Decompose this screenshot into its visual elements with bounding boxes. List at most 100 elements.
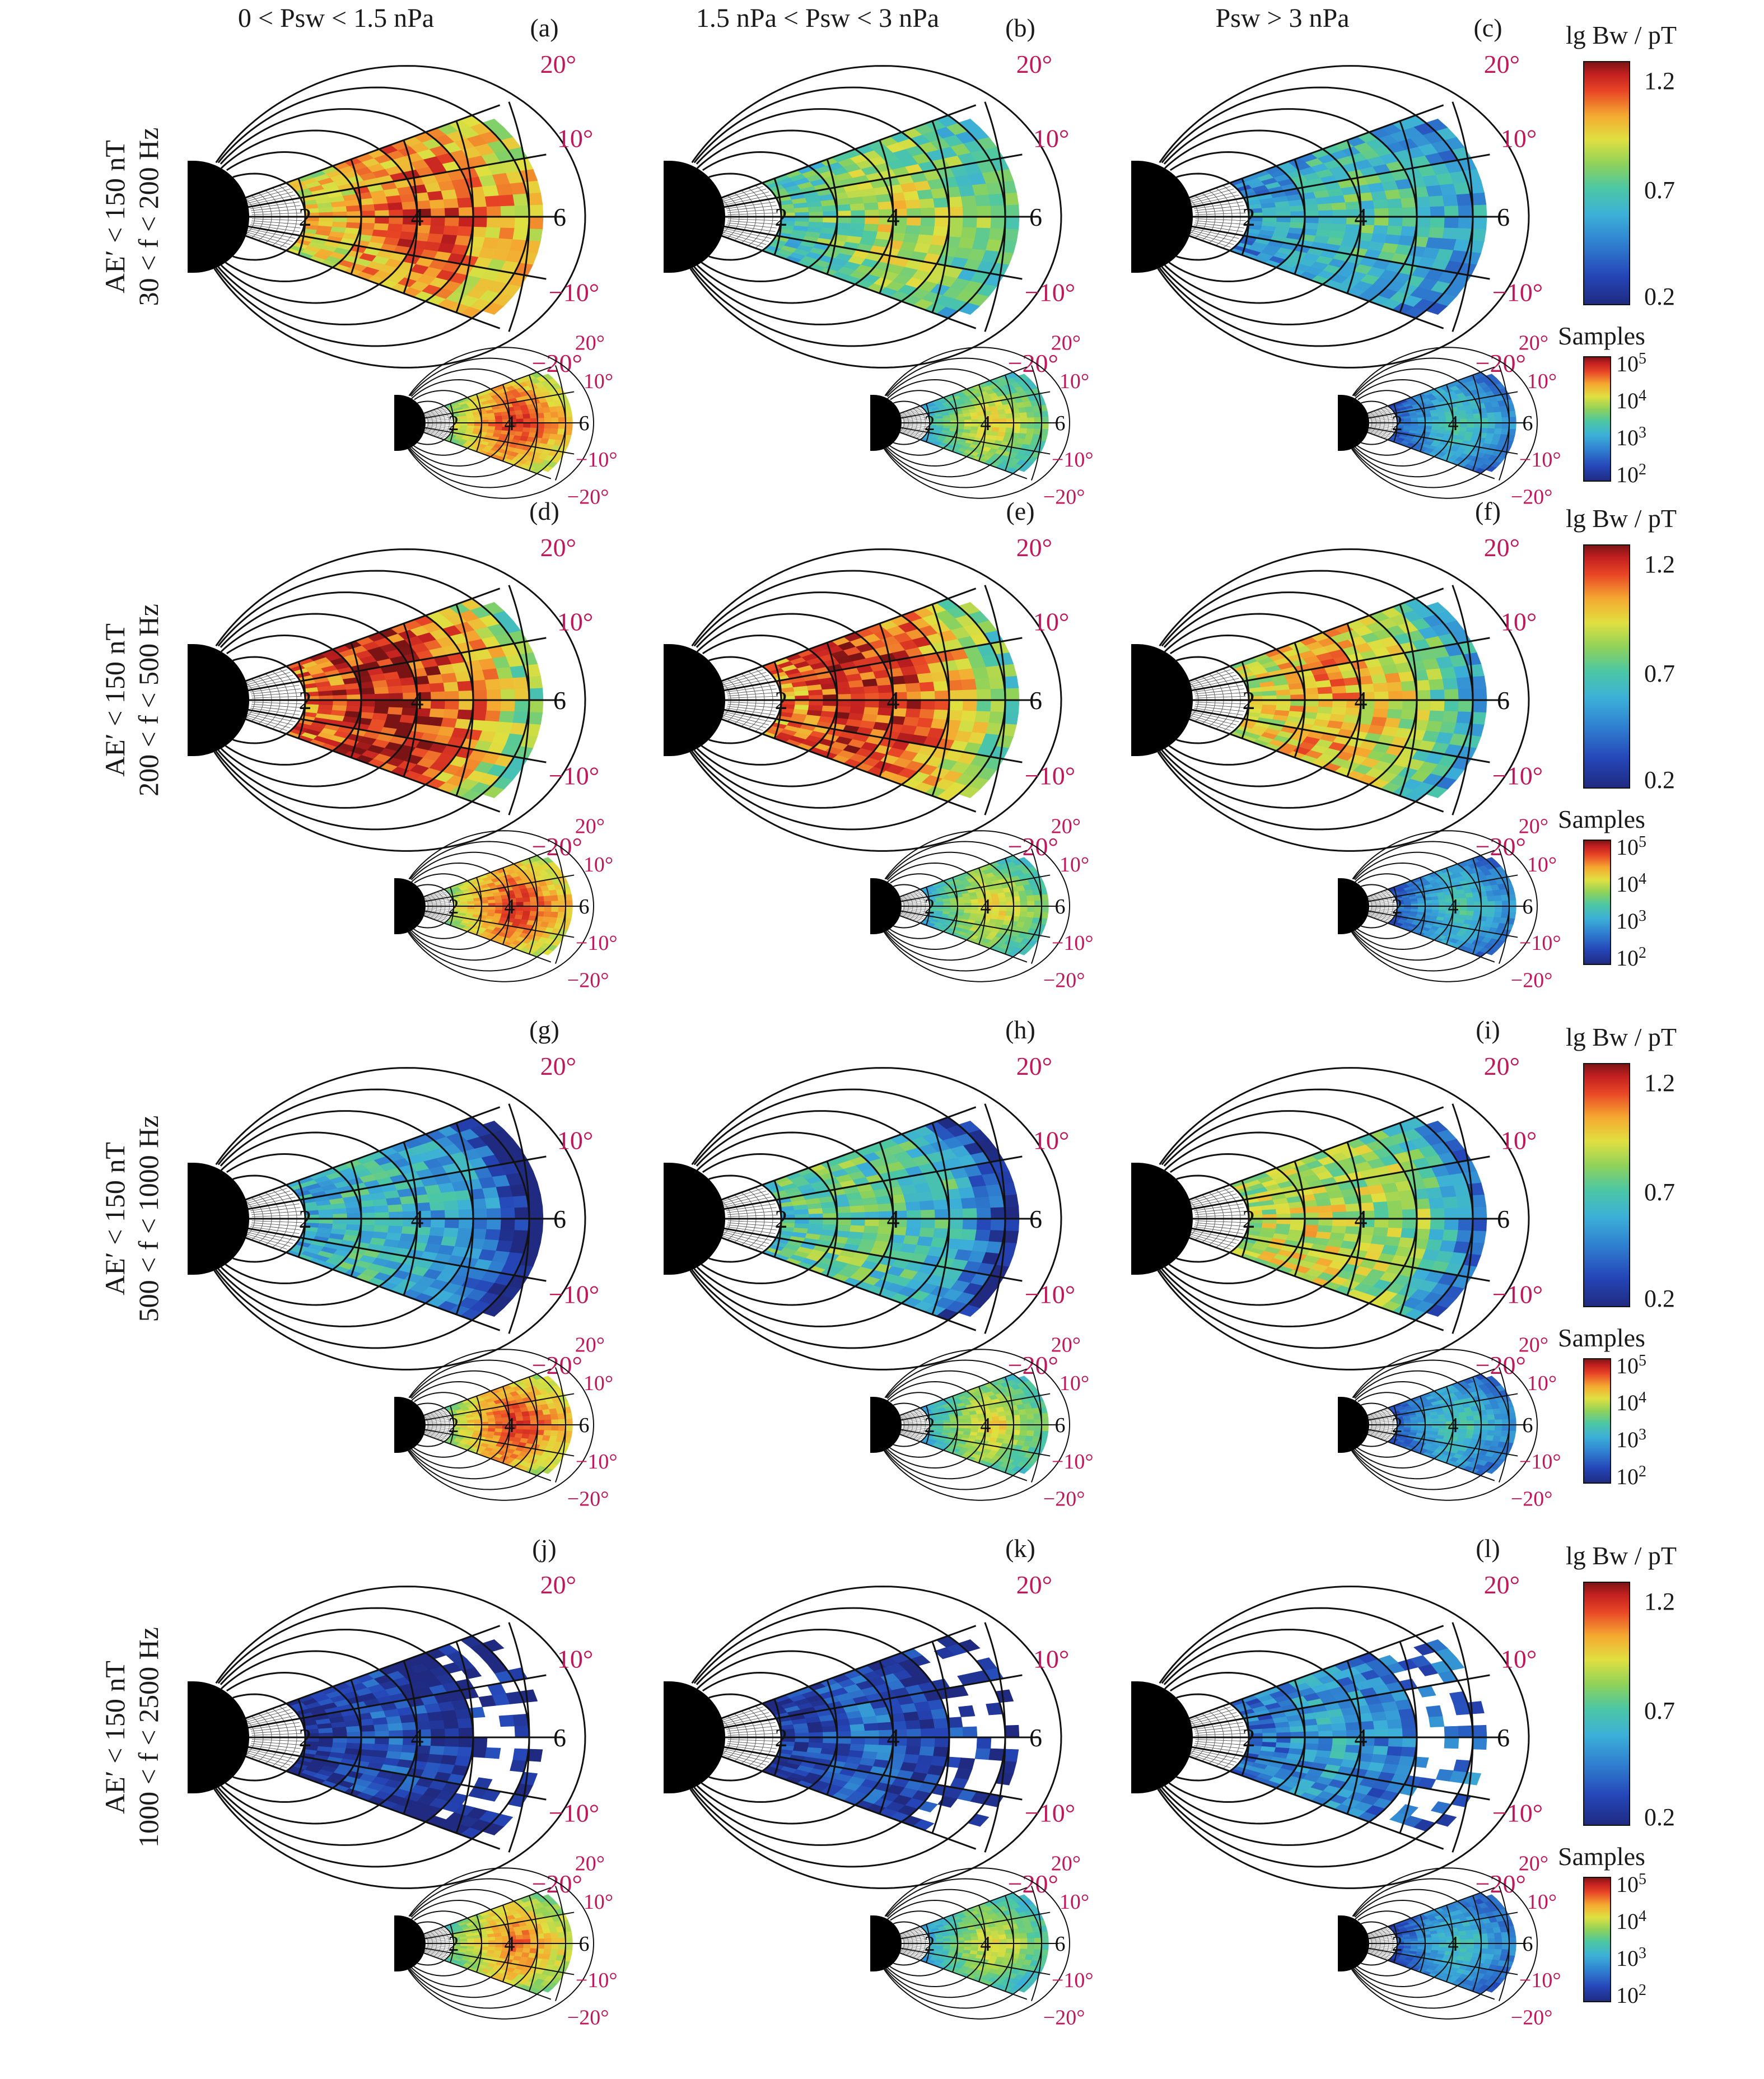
heat-cell (1013, 417, 1021, 423)
heat-cell (1473, 906, 1482, 912)
heat-cell (1388, 216, 1403, 226)
hatch-line (251, 218, 302, 221)
heat-cell (1303, 222, 1319, 230)
latitude-label: 20° (1051, 814, 1081, 838)
heat-cell (1428, 710, 1445, 722)
hatch-line (251, 222, 301, 229)
heat-cell (999, 422, 1007, 428)
earth-edge (870, 878, 874, 934)
heat-cell (472, 216, 488, 227)
heat-cell (388, 706, 403, 715)
heat-cell (920, 700, 936, 710)
heat-cell (1331, 202, 1347, 211)
l-shell-label: 4 (505, 895, 515, 919)
heat-cell (514, 431, 523, 436)
latitude-label: 20° (1016, 533, 1052, 562)
latitude-label: 20° (1484, 50, 1520, 78)
panel-grid: 2 4 620°10°−10°−20°2 4 620°10°−10°−20°2 4 620°… (188, 50, 1561, 2030)
heat-cell (332, 705, 347, 711)
heat-cell (375, 209, 390, 217)
earth-edge (1131, 161, 1137, 273)
heat-cell (487, 909, 496, 913)
latitude-label: 20° (1016, 50, 1052, 78)
heat-cell (837, 216, 852, 223)
earth-edge (188, 644, 193, 756)
heat-cell (360, 687, 375, 694)
heat-cell (991, 414, 1000, 419)
latitude-label: 10° (557, 608, 593, 636)
latitude-spokes (421, 849, 582, 964)
heat-cell (1020, 901, 1028, 907)
heat-cell (427, 1192, 444, 1202)
heat-cell (1410, 908, 1418, 912)
heat-cell (430, 700, 446, 710)
heat-cell (1501, 417, 1510, 423)
heat-cell (388, 202, 403, 211)
heat-cell (515, 414, 524, 419)
heat-cell (550, 894, 559, 901)
heat-cell (969, 912, 978, 917)
latitude-label: 10° (557, 124, 593, 153)
heat-cell (963, 426, 972, 430)
heat-cell (1019, 911, 1028, 917)
heat-cell (385, 230, 402, 239)
heat-cell (933, 197, 949, 208)
latitude-label: −10° (549, 278, 599, 306)
heat-cell (1430, 700, 1445, 711)
heat-cell (458, 1218, 474, 1229)
latitude-spokes (239, 585, 563, 815)
earth-edge (1131, 644, 1137, 756)
earth-disk (1137, 644, 1193, 756)
heat-cell (361, 210, 376, 217)
heat-cell (500, 688, 516, 701)
earth-edge (188, 161, 193, 273)
earth-disk (398, 395, 426, 451)
latitude-line (246, 225, 547, 280)
heat-cell (991, 897, 1000, 902)
heat-cell (512, 711, 529, 724)
heat-cell (1430, 912, 1439, 917)
heat-cell (1430, 428, 1439, 433)
heat-cell (1444, 205, 1459, 217)
heat-cell (1370, 190, 1388, 201)
heat-cell (427, 1235, 444, 1245)
l-shell-label: 4 (411, 686, 424, 715)
heat-cell (823, 700, 838, 706)
heat-cell (543, 911, 552, 917)
latitude-label: 20° (575, 331, 605, 355)
heat-cell (441, 1191, 458, 1202)
heat-cell (1041, 422, 1049, 430)
heat-cell (1430, 206, 1445, 217)
heat-cell (318, 704, 333, 710)
heat-cell (1442, 227, 1459, 240)
heat-cell (1473, 413, 1481, 419)
heat-cell (974, 710, 991, 723)
heat-cell (1262, 221, 1277, 227)
heat-cell (550, 911, 559, 918)
earth-disk (874, 395, 902, 451)
heat-cell (851, 700, 866, 707)
heat-cell (318, 221, 333, 227)
l-shell-label: 2 (299, 686, 312, 715)
heat-cell (494, 909, 503, 914)
earth-disk (1341, 878, 1369, 934)
heat-cell (515, 427, 524, 432)
heat-cell (318, 1223, 333, 1229)
heat-cell (848, 229, 864, 237)
l-shell-label: 4 (887, 203, 900, 231)
heat-cell (528, 204, 544, 217)
heat-cell (480, 425, 489, 430)
amplitude-map-panel: 2 4 620°10°−10°−20° (188, 50, 599, 377)
samples-map-panel: 2 4 620°10°−10°−20° (870, 331, 1094, 509)
heat-cell (388, 223, 403, 232)
heat-cell (1013, 901, 1021, 907)
heat-cell (850, 706, 865, 714)
heat-cell (528, 700, 544, 713)
heat-cell (523, 418, 531, 423)
hatch-line (1195, 212, 1246, 215)
heat-cell (1459, 897, 1467, 902)
heat-cell (1494, 894, 1502, 901)
heat-cell (389, 1218, 404, 1227)
heat-cell (1459, 414, 1467, 419)
heat-cell (522, 897, 531, 902)
